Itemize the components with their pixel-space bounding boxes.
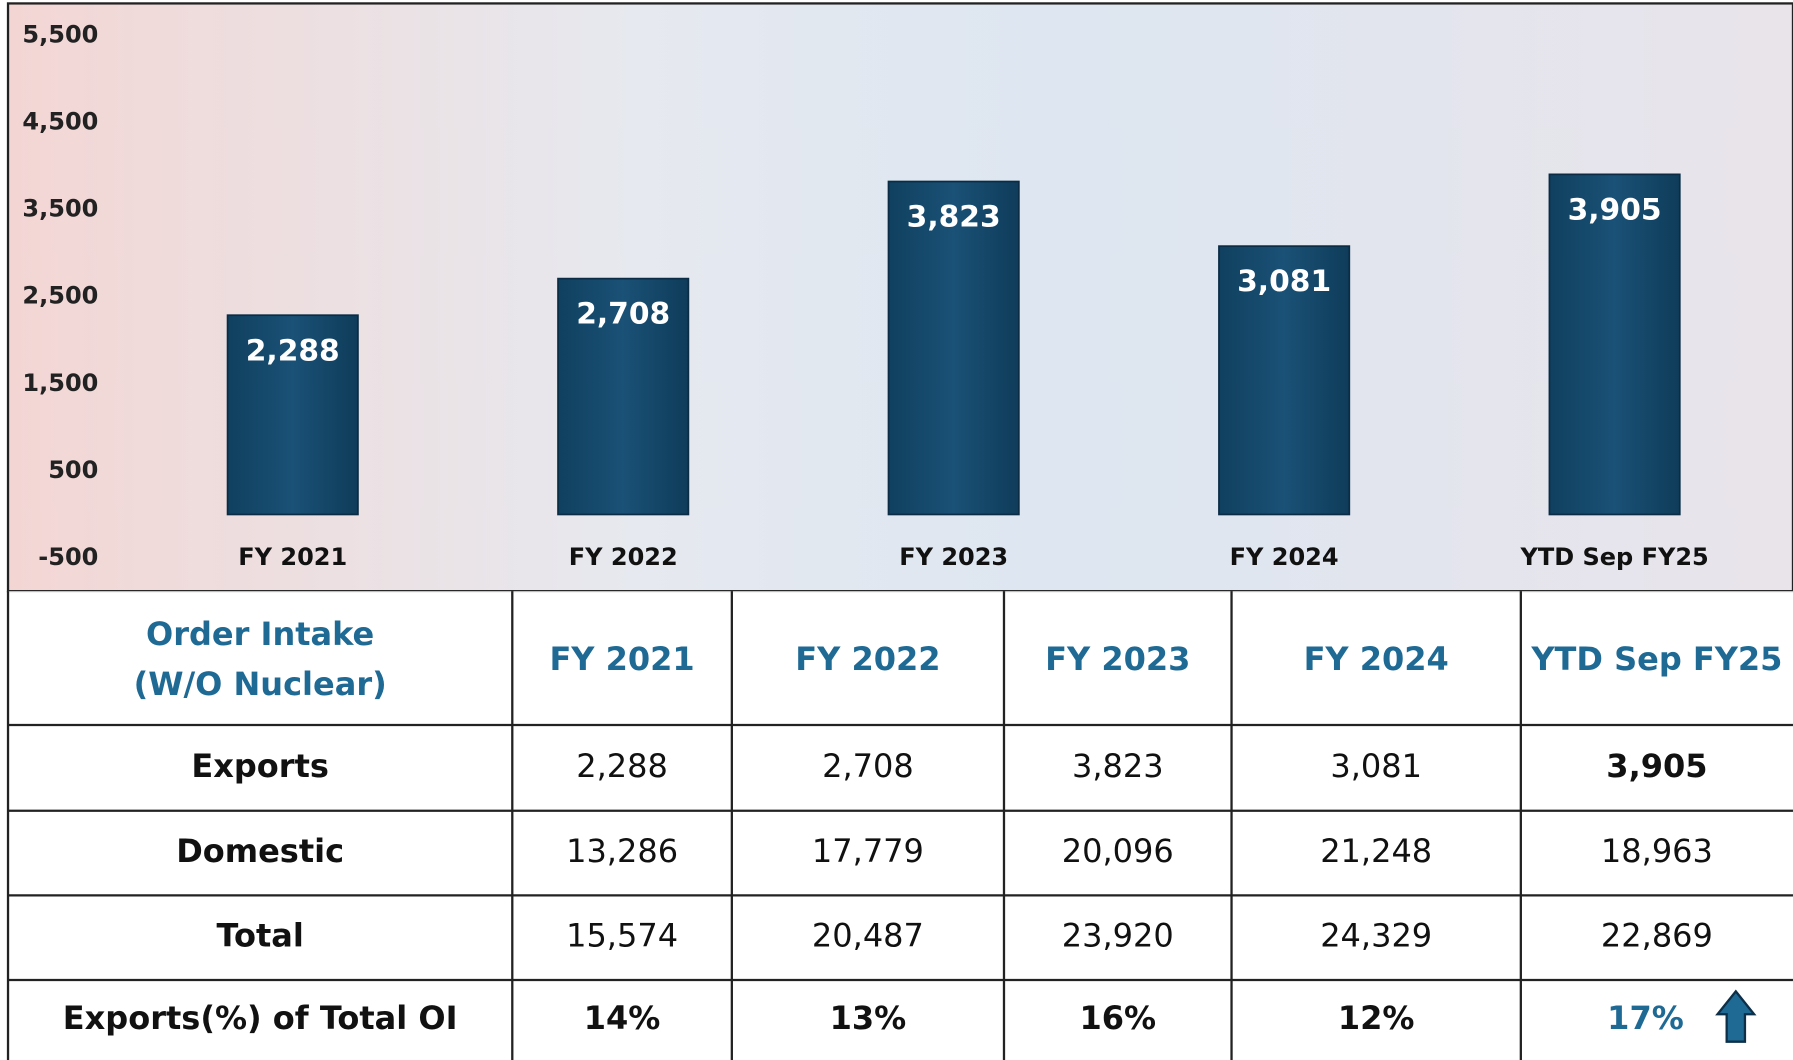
column-header: FY 2022 (795, 640, 940, 678)
row-label: Domestic (176, 832, 344, 870)
value-label: 3,081 (1237, 264, 1331, 299)
table-cell: 14% (584, 999, 661, 1037)
table-cell: 3,081 (1330, 747, 1422, 785)
row-label: Exports (191, 747, 329, 785)
table-cell: 18,963 (1601, 832, 1713, 870)
column-header: YTD Sep FY25 (1530, 640, 1782, 678)
table-cell: 20,487 (812, 917, 924, 955)
column-header: FY 2023 (1045, 640, 1190, 678)
y-tick-label: 500 (48, 456, 98, 484)
column-header: FY 2024 (1304, 640, 1449, 678)
table-cell: 16% (1079, 999, 1156, 1037)
value-label: 3,823 (907, 200, 1001, 235)
row-label: Exports(%) of Total OI (63, 999, 458, 1037)
column-header: FY 2021 (549, 640, 694, 678)
y-tick-label: -500 (38, 543, 98, 571)
y-tick-label: 4,500 (22, 108, 98, 136)
table-cell: 12% (1338, 999, 1415, 1037)
table-cell: 24,329 (1320, 917, 1432, 955)
value-label: 2,708 (576, 297, 670, 332)
table-cell: 21,248 (1320, 832, 1432, 870)
table-cell: 2,708 (822, 747, 914, 785)
table-cell: 17% (1607, 999, 1684, 1037)
x-tick-label: FY 2023 (899, 543, 1008, 571)
table-cell: 13% (830, 999, 907, 1037)
x-tick-label: FY 2022 (569, 543, 678, 571)
table-cell: 2,288 (576, 747, 668, 785)
corner-label: (W/O Nuclear) (134, 665, 387, 703)
chart: -500 500 1,500 2,500 3,500 4,500 5,500 FY 2021 2… (0, 0, 1793, 1060)
value-label: 2,288 (246, 333, 340, 368)
value-label: 3,905 (1568, 192, 1662, 227)
table-cell: 3,823 (1072, 747, 1164, 785)
table-cell: 3,905 (1606, 747, 1707, 785)
row-label: Total (216, 917, 303, 955)
y-tick-label: 5,500 (22, 20, 98, 48)
page: -500 500 1,500 2,500 3,500 4,500 5,500 FY 2021 2… (0, 0, 1793, 1060)
y-tick-label: 2,500 (22, 282, 98, 310)
x-tick-label: FY 2021 (238, 543, 347, 571)
x-tick-label: YTD Sep FY25 (1519, 543, 1708, 571)
x-tick-label: FY 2024 (1230, 543, 1339, 571)
table-cell: 15,574 (566, 917, 678, 955)
y-tick-label: 1,500 (22, 369, 98, 397)
table-cell: 22,869 (1601, 917, 1713, 955)
y-tick-label: 3,500 (22, 195, 98, 223)
table-cell: 23,920 (1062, 917, 1174, 955)
corner-label: Order Intake (146, 615, 374, 653)
table-cell: 20,096 (1062, 832, 1174, 870)
table-cell: 17,779 (812, 832, 924, 870)
table-cell: 13,286 (566, 832, 678, 870)
